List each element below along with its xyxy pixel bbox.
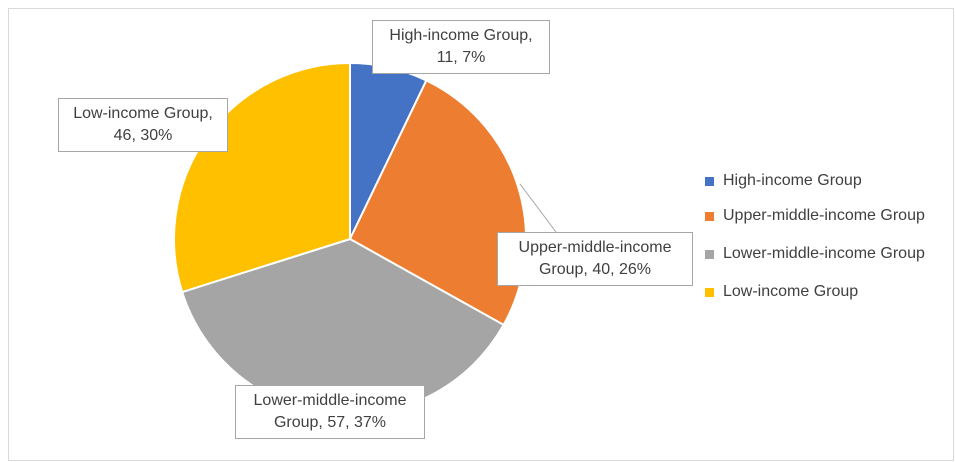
legend-swatch [705, 211, 714, 221]
pie [173, 61, 527, 416]
data-label: Upper-middle-income Group, 40, 26% [497, 232, 693, 286]
legend-label: High-income Group [723, 172, 862, 189]
legend-item: Upper-middle-income Group [705, 207, 925, 225]
legend-item: Low-income Group [705, 283, 858, 301]
legend-item: Lower-middle-income Group [705, 245, 925, 263]
legend-swatch [705, 287, 714, 297]
legend-item: High-income Group [705, 172, 862, 190]
data-label: High-income Group, 11, 7% [372, 20, 550, 74]
legend-label: Low-income Group [723, 283, 859, 300]
legend-swatch [705, 249, 714, 259]
legend-label: Lower-middle-income Group [723, 245, 925, 262]
legend-label: Upper-middle-income Group [723, 207, 925, 224]
legend-swatch [705, 176, 714, 186]
data-label: Low-income Group, 46, 30% [58, 98, 228, 152]
leader-line [519, 183, 557, 233]
pie-slice [348, 79, 527, 327]
data-label: Lower-middle-income Group, 57, 37% [235, 385, 425, 439]
